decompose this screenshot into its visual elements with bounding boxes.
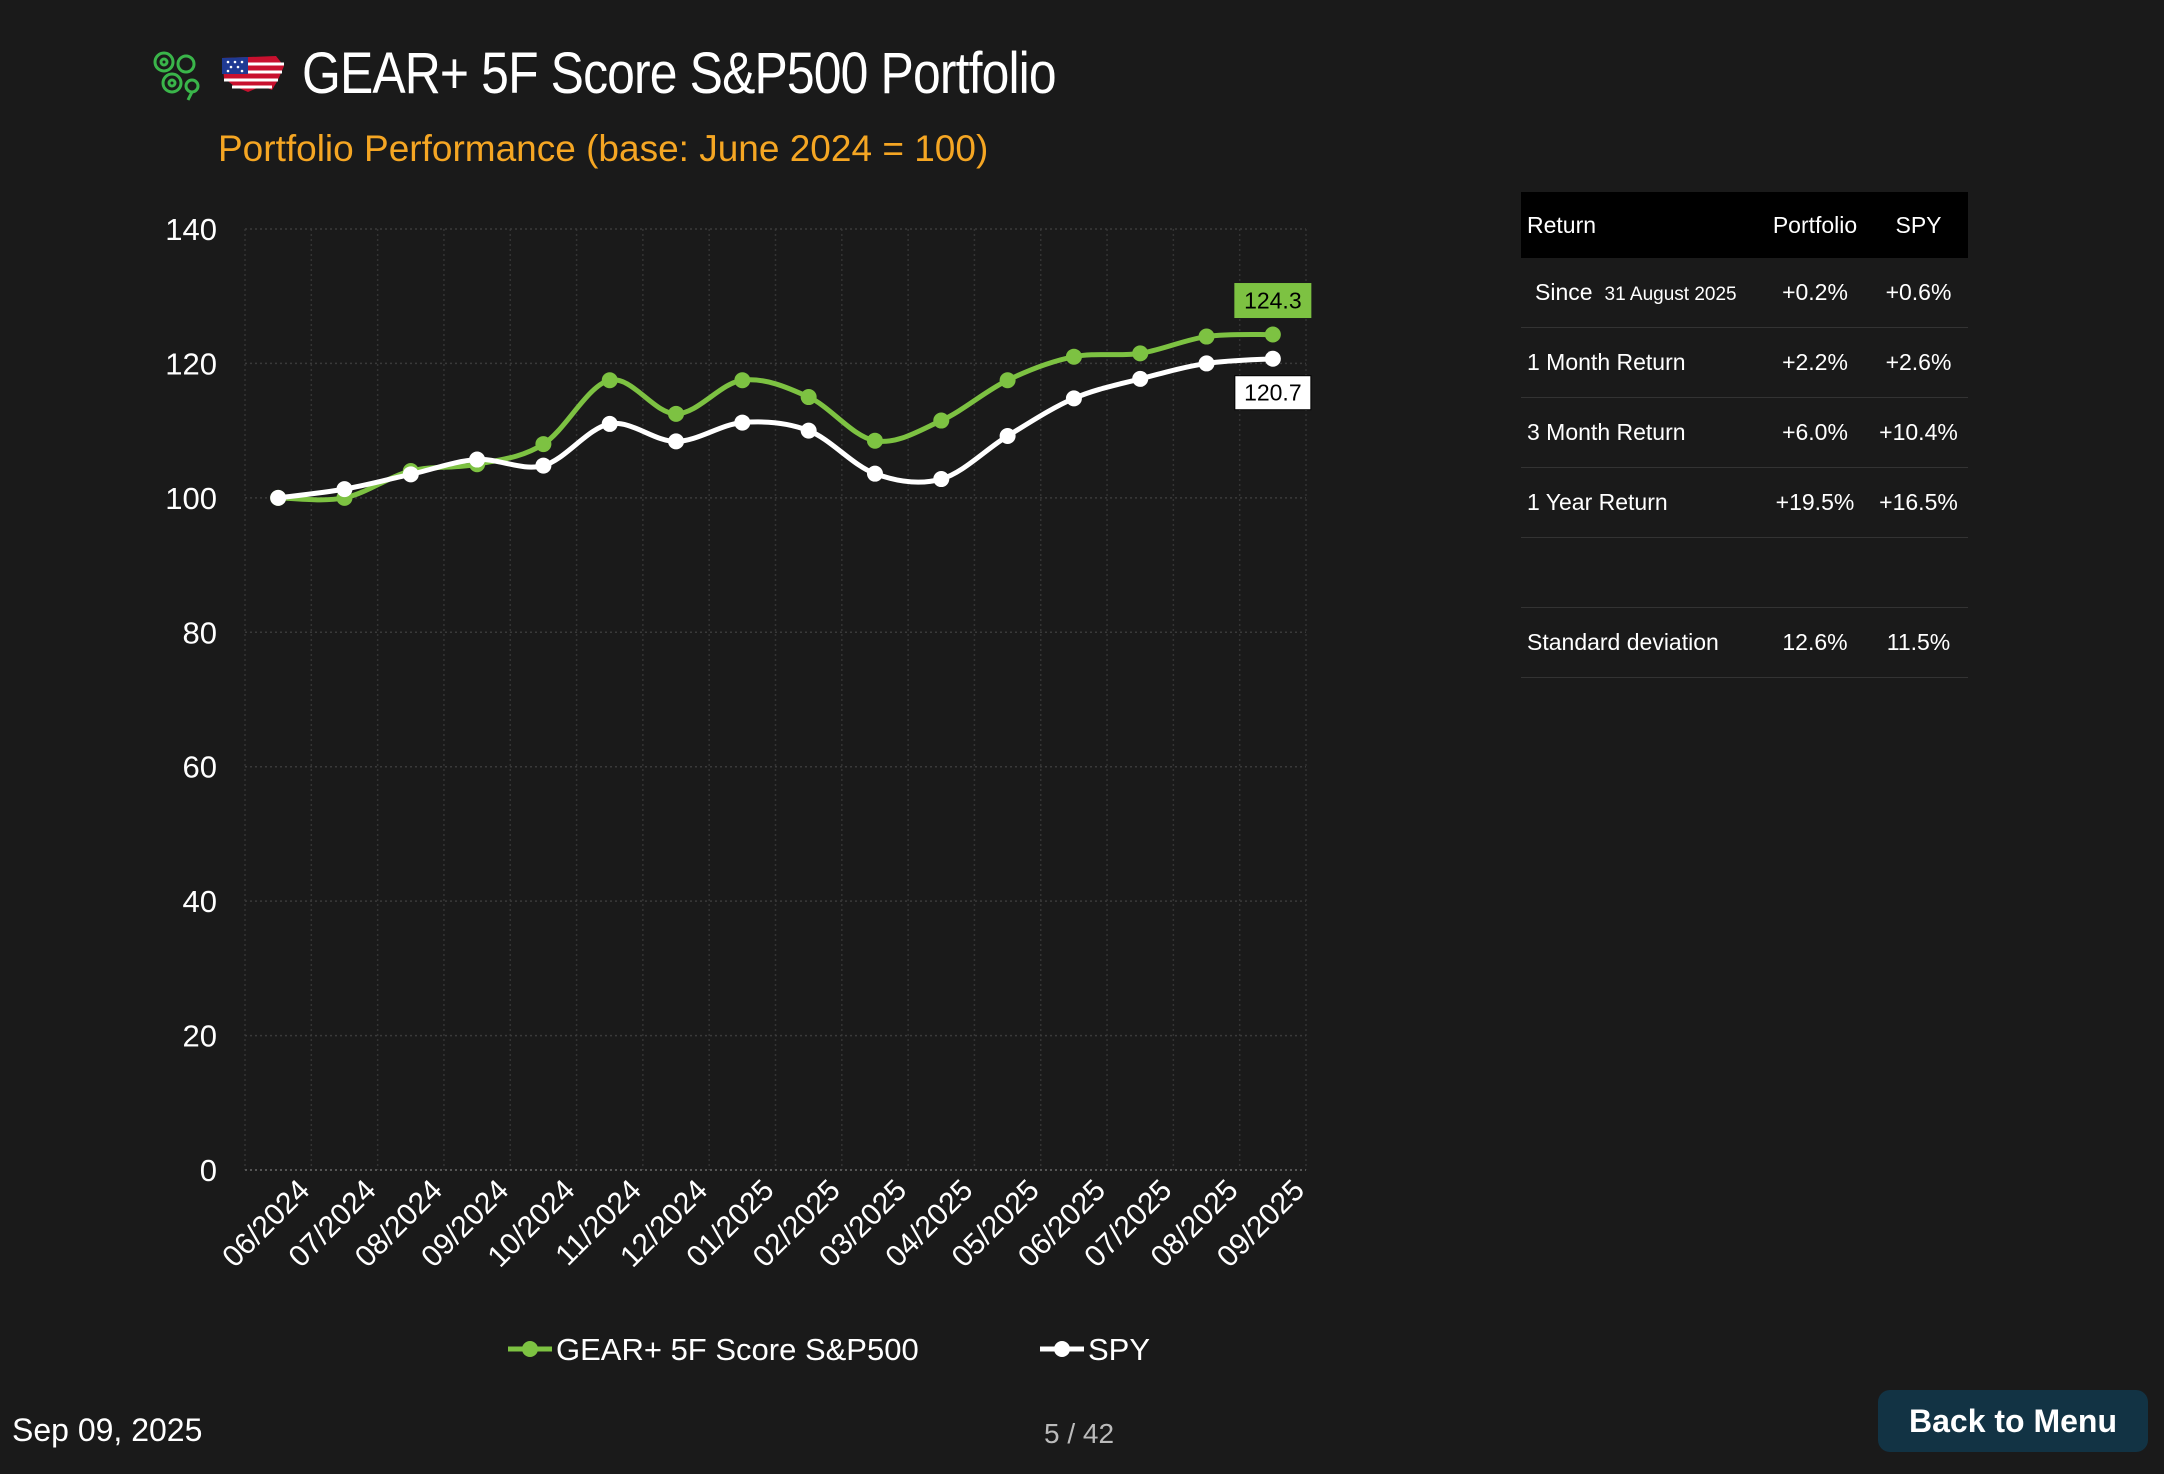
end-label-box — [1234, 283, 1312, 319]
page-header: GEAR+ 5F Score S&P500 Portfolio — [148, 40, 1179, 107]
y-tick-label: 60 — [183, 750, 217, 785]
returns-table: Return Portfolio SPY Since 31 August 2025… — [1521, 192, 1968, 678]
y-tick-label: 120 — [165, 346, 217, 381]
end-label-box — [1234, 375, 1312, 411]
data-point — [1065, 348, 1082, 365]
data-point — [668, 405, 685, 422]
row-spy: +10.4% — [1879, 419, 1958, 445]
row-spy: +16.5% — [1879, 489, 1958, 515]
stdev-label: Standard deviation — [1527, 629, 1719, 655]
data-point — [800, 422, 817, 439]
back-to-menu-button[interactable]: Back to Menu — [1878, 1390, 2148, 1452]
us-flag-map-icon — [222, 55, 284, 92]
row-label: 1 Month Return — [1527, 349, 1686, 375]
header-return: Return — [1527, 211, 1597, 238]
data-point — [469, 451, 486, 468]
row-label: 1 Year Return — [1527, 489, 1668, 515]
data-point — [270, 489, 287, 506]
end-label-value: 124.3 — [1244, 288, 1302, 314]
chart-title: Portfolio Performance (base: June 2024 =… — [218, 128, 988, 169]
data-point — [933, 471, 950, 488]
table-row: 3 Month Return +6.0% +10.4% — [1521, 398, 1968, 468]
data-point — [1198, 328, 1215, 345]
header-spy: SPY — [1895, 211, 1942, 238]
y-tick-label: 100 — [165, 481, 217, 516]
legend-swatch-marker — [522, 1341, 538, 1357]
data-point — [601, 372, 618, 389]
report-date: Sep 09, 2025 — [12, 1412, 203, 1448]
stdev-portfolio: 12.6% — [1782, 629, 1848, 655]
data-point — [1264, 350, 1281, 367]
data-point — [1132, 345, 1149, 362]
data-point — [866, 432, 883, 449]
series-line — [277, 356, 1274, 501]
data-point — [800, 389, 817, 406]
data-point — [336, 481, 353, 498]
data-point — [1264, 326, 1281, 343]
data-point — [734, 372, 751, 389]
data-point — [866, 465, 883, 482]
table-row-stdev: Standard deviation 12.6% 11.5% — [1521, 608, 1968, 678]
legend-label: GEAR+ 5F Score S&P500 — [556, 1332, 919, 1367]
since-spy: +0.6% — [1885, 279, 1952, 305]
row-label: 3 Month Return — [1527, 419, 1686, 445]
data-point — [1065, 390, 1082, 407]
gears-icon — [153, 51, 200, 101]
data-point — [1198, 355, 1215, 372]
data-point — [999, 372, 1016, 389]
table-row: 1 Year Return +19.5% +16.5% — [1521, 468, 1968, 538]
legend-label: SPY — [1088, 1332, 1150, 1367]
since-portfolio: +0.2% — [1782, 279, 1848, 305]
y-tick-label: 0 — [200, 1153, 217, 1188]
page-indicator: 5 / 42 — [1044, 1418, 1115, 1449]
row-portfolio: +19.5% — [1775, 489, 1855, 515]
data-point — [999, 428, 1016, 445]
since-date: 31 August 2025 — [1604, 284, 1737, 305]
data-point — [535, 436, 552, 453]
y-tick-label: 20 — [183, 1019, 217, 1054]
since-label: Since — [1535, 279, 1593, 305]
data-point — [933, 412, 950, 429]
data-point — [535, 457, 552, 474]
y-tick-label: 80 — [183, 615, 217, 650]
data-point — [601, 415, 618, 432]
table-spacer-row — [1521, 538, 1968, 608]
y-tick-label: 140 — [165, 212, 217, 247]
end-label-value: 120.7 — [1244, 380, 1302, 406]
y-tick-label: 40 — [183, 884, 217, 919]
table-header: Return Portfolio SPY — [1521, 192, 1968, 258]
row-spy: +2.6% — [1885, 349, 1952, 375]
header-portfolio: Portfolio — [1772, 211, 1858, 238]
data-point — [668, 433, 685, 450]
legend-swatch-marker — [1054, 1341, 1070, 1357]
data-point — [734, 414, 751, 431]
stdev-spy: 11.5% — [1886, 629, 1951, 655]
table-row-since: Since 31 August 2025 +0.2% +0.6% — [1521, 258, 1968, 328]
page-title: GEAR+ 5F Score S&P500 Portfolio — [302, 41, 1057, 106]
data-point — [402, 466, 419, 483]
row-portfolio: +2.2% — [1782, 349, 1848, 375]
row-portfolio: +6.0% — [1782, 419, 1848, 445]
table-row: 1 Month Return +2.2% +2.6% — [1521, 328, 1968, 398]
data-point — [1132, 370, 1149, 387]
